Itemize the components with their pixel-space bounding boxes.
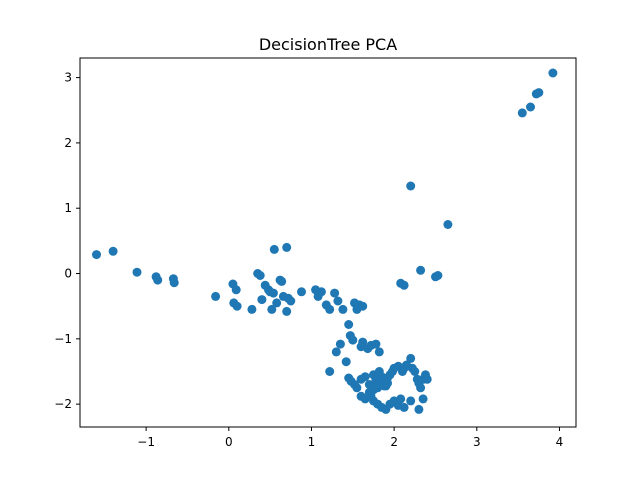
data-point — [267, 304, 277, 314]
data-point — [325, 367, 335, 376]
data-point — [406, 396, 416, 406]
data-point — [282, 306, 292, 316]
data-point — [348, 335, 358, 345]
data-point — [341, 357, 351, 367]
y-tick-label: 0 — [64, 267, 72, 281]
data-point — [269, 244, 279, 254]
data-point — [383, 378, 392, 388]
data-point — [333, 296, 343, 306]
data-point — [132, 267, 142, 277]
data-point — [410, 367, 420, 376]
data-point — [443, 220, 453, 229]
y-tick-label: −1 — [54, 332, 72, 346]
data-point — [534, 88, 544, 98]
data-point — [433, 271, 443, 280]
data-point — [335, 339, 345, 349]
data-point — [330, 288, 340, 298]
data-point — [399, 402, 409, 412]
data-point — [331, 347, 341, 357]
data-point — [526, 102, 535, 112]
data-point — [277, 276, 287, 286]
data-point — [272, 298, 282, 308]
x-tick-label: 1 — [308, 435, 316, 449]
data-point — [374, 347, 384, 357]
data-point — [352, 383, 362, 393]
data-point — [338, 304, 348, 314]
data-point — [153, 275, 163, 285]
data-point — [325, 304, 335, 314]
data-point — [406, 181, 416, 191]
data-point — [92, 250, 101, 260]
data-point — [255, 271, 265, 280]
data-point — [358, 301, 368, 311]
data-point — [418, 394, 428, 404]
y-tick-label: 1 — [64, 201, 72, 215]
data-point — [414, 404, 424, 414]
data-point — [517, 108, 527, 118]
x-tick-label: 3 — [473, 435, 481, 449]
data-point — [396, 394, 406, 404]
data-point — [232, 301, 242, 311]
data-point — [169, 278, 179, 288]
data-point — [211, 291, 221, 301]
x-tick-label: 2 — [390, 435, 398, 449]
data-point — [247, 304, 257, 314]
y-tick-label: 2 — [64, 136, 72, 150]
x-tick-label: −1 — [137, 435, 155, 449]
data-point — [108, 246, 118, 256]
data-point — [360, 372, 370, 382]
data-point — [422, 374, 432, 384]
data-point — [316, 287, 326, 297]
data-point — [548, 68, 558, 78]
data-point — [344, 320, 354, 329]
data-point — [268, 288, 278, 298]
plot-area-frame — [79, 57, 577, 428]
data-point — [282, 242, 292, 252]
data-point — [399, 280, 409, 290]
data-point — [231, 285, 241, 295]
scatter-points — [92, 68, 558, 414]
x-tick-label: 4 — [556, 435, 564, 449]
data-point — [416, 383, 426, 393]
x-tick-label: 0 — [225, 435, 233, 449]
y-tick-label: −2 — [54, 397, 72, 411]
data-point — [257, 295, 267, 305]
y-tick-label: 3 — [64, 71, 72, 85]
data-point — [406, 353, 416, 363]
y-axis: −2 −1 0 1 2 3 — [54, 71, 80, 411]
data-point — [286, 296, 296, 306]
data-point — [297, 287, 306, 297]
x-axis: −1 0 1 2 3 4 — [137, 427, 563, 449]
data-point — [416, 265, 426, 275]
data-point — [358, 337, 368, 347]
data-point — [371, 339, 381, 349]
chart-title: DecisionTree PCA — [259, 35, 397, 54]
